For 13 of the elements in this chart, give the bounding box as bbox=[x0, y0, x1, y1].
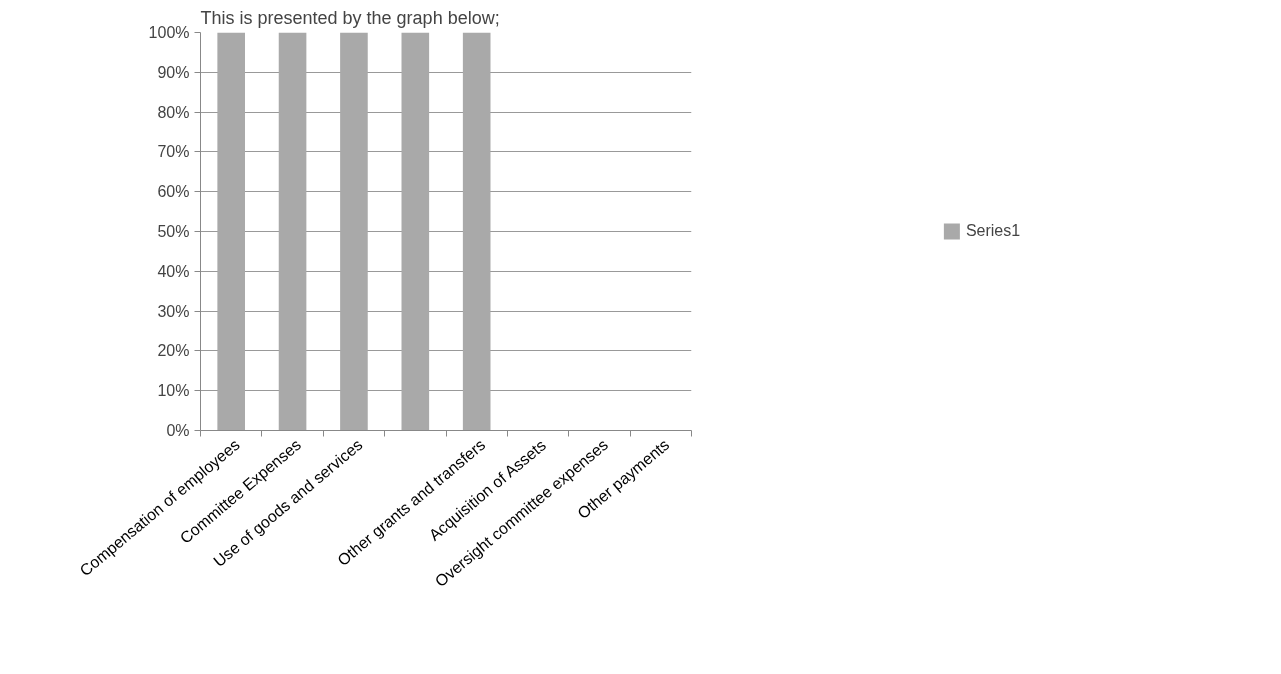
chart-title: This is presented by the graph below; bbox=[200, 7, 500, 28]
y-tick-label: 0% bbox=[166, 422, 190, 439]
y-tick-label: 30% bbox=[157, 302, 190, 320]
y-tick-label: 70% bbox=[157, 143, 190, 161]
legend-label: Series1 bbox=[965, 222, 1021, 240]
y-tick-label: 100% bbox=[148, 24, 190, 41]
y-tick-label: 20% bbox=[157, 342, 190, 360]
y-tick-label: 10% bbox=[157, 382, 190, 400]
y-tick-label: 50% bbox=[157, 223, 190, 240]
y-tick-label: 80% bbox=[157, 103, 190, 121]
y-tick-label: 40% bbox=[157, 262, 190, 280]
y-tick-label: 90% bbox=[157, 63, 190, 81]
y-tick-label: 60% bbox=[157, 183, 190, 201]
